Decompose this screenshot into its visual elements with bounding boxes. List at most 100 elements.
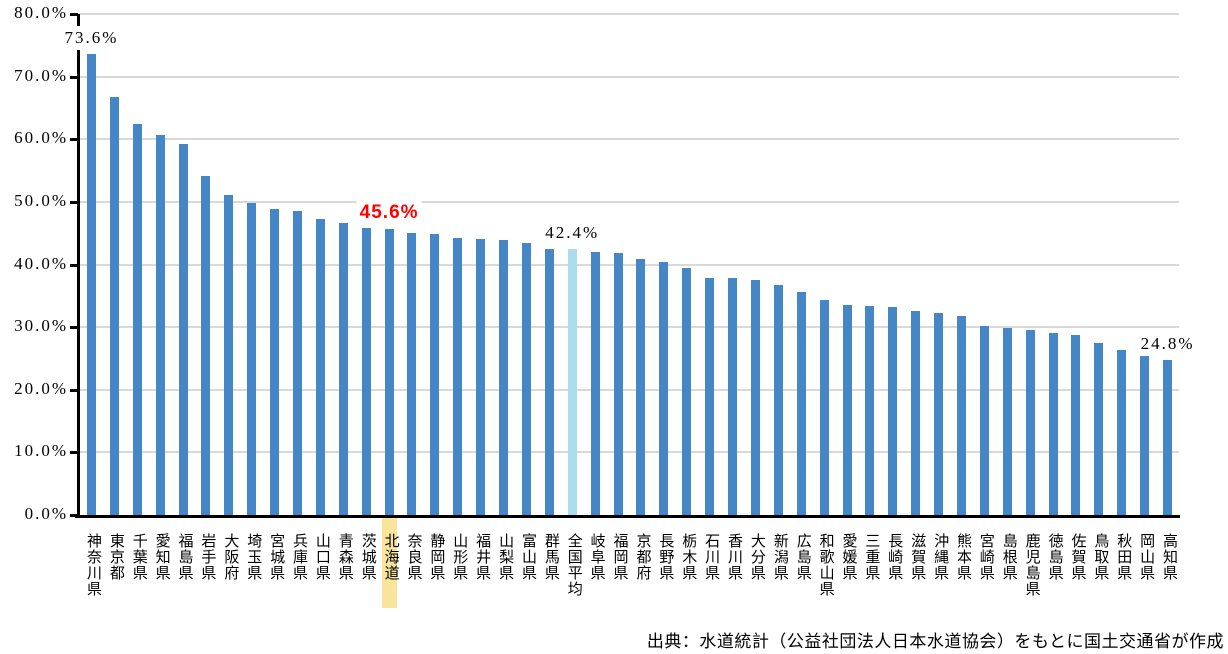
bar <box>979 325 989 516</box>
y-axis-tick <box>70 514 78 517</box>
bar <box>201 175 211 516</box>
bar <box>270 208 280 516</box>
bar <box>384 229 394 516</box>
y-tick-label: 50.0% <box>14 190 68 210</box>
category-label: 新潟県 <box>771 533 788 581</box>
category-label: 神奈川県 <box>84 533 101 597</box>
category-label: 静岡県 <box>428 533 445 581</box>
category-label: 岩手県 <box>199 533 216 581</box>
category-label: 石川県 <box>703 533 720 581</box>
category-label: 熊本県 <box>954 533 971 581</box>
bar <box>750 279 760 516</box>
category-label: 沖縄県 <box>932 533 949 581</box>
bar <box>636 258 646 516</box>
category-label: 愛媛県 <box>840 533 857 581</box>
category-label: 大阪府 <box>222 533 239 581</box>
bar <box>728 278 738 516</box>
y-axis-tick <box>70 75 78 79</box>
category-label: 山梨県 <box>497 533 514 581</box>
bar <box>1140 355 1150 516</box>
category-label: 広島県 <box>794 533 811 581</box>
y-axis-tick <box>70 13 78 16</box>
gridline <box>80 138 1179 141</box>
bar <box>659 261 669 516</box>
y-axis-tick <box>70 326 78 330</box>
category-label: 和歌山県 <box>817 533 834 597</box>
category-label: 三重県 <box>863 533 880 581</box>
category-label: 島根県 <box>1000 533 1017 581</box>
bar <box>315 218 325 516</box>
category-label: 山形県 <box>451 533 468 581</box>
bar <box>865 306 875 516</box>
bar <box>567 249 577 516</box>
category-label: 鳥取県 <box>1092 533 1109 581</box>
bar <box>1048 332 1058 516</box>
y-tick-label: 10.0% <box>14 441 68 461</box>
category-label: 北海道 <box>382 533 399 581</box>
y-tick-label: 30.0% <box>14 316 68 336</box>
category-label: 佐賀県 <box>1069 533 1086 581</box>
y-tick-label: 70.0% <box>14 65 68 85</box>
category-label: 福岡県 <box>611 533 628 581</box>
bar <box>1002 327 1012 516</box>
bar <box>934 312 944 516</box>
category-label: 徳島県 <box>1046 533 1063 581</box>
category-label: 福島県 <box>176 533 193 581</box>
category-label: 全国平均 <box>565 533 582 597</box>
category-label: 鹿児島県 <box>1023 533 1040 597</box>
bar <box>155 135 165 516</box>
gridline <box>80 263 1179 266</box>
y-tick-label: 60.0% <box>14 128 68 148</box>
category-label: 秋田県 <box>1115 533 1132 581</box>
bar <box>956 315 966 516</box>
y-axis-tick <box>70 388 78 392</box>
y-tick-label: 40.0% <box>14 253 68 273</box>
bar <box>499 240 509 516</box>
bar <box>888 307 898 516</box>
category-label: 岡山県 <box>1138 533 1155 581</box>
y-axis-tick <box>70 138 78 142</box>
bar <box>1071 335 1081 516</box>
highlight-band <box>381 517 397 608</box>
category-label: 長野県 <box>657 533 674 581</box>
gridline <box>80 75 1179 78</box>
category-label: 長崎県 <box>886 533 903 581</box>
value-label: 42.4% <box>542 221 603 246</box>
bar <box>178 143 188 516</box>
gridline <box>80 13 1179 15</box>
y-axis-tick <box>70 263 78 267</box>
category-label: 千葉県 <box>130 533 147 581</box>
source-note: 出典：水道統計（公益社団法人日本水道協会）をもとに国土交通省が作成 <box>646 632 1224 651</box>
gridline <box>80 451 1179 454</box>
x-axis-line <box>75 515 1180 518</box>
bar <box>361 227 371 516</box>
bar <box>1094 343 1104 516</box>
category-label: 宮城県 <box>268 533 285 581</box>
bar <box>773 284 783 516</box>
bar <box>86 54 96 516</box>
category-label: 群馬県 <box>542 533 559 581</box>
category-label: 奈良県 <box>405 533 422 581</box>
value-label: 45.6% <box>356 201 422 226</box>
category-label: 大分県 <box>748 533 765 581</box>
y-tick-label: 20.0% <box>14 378 68 398</box>
bar <box>682 267 692 516</box>
gridline <box>80 388 1179 391</box>
category-label: 香川県 <box>726 533 743 581</box>
bar <box>521 242 531 516</box>
bar <box>590 251 600 516</box>
category-label: 山口県 <box>313 533 330 581</box>
bar <box>613 252 623 516</box>
y-axis-tick <box>70 200 78 204</box>
bar <box>911 310 921 516</box>
category-label: 栃木県 <box>680 533 697 581</box>
category-label: 宮崎県 <box>977 533 994 581</box>
bar <box>1163 359 1173 516</box>
bar <box>430 233 440 516</box>
category-label: 福井県 <box>474 533 491 581</box>
category-label: 愛知県 <box>153 533 170 581</box>
category-label: 青森県 <box>336 533 353 581</box>
bar <box>544 248 554 516</box>
bar <box>224 194 234 516</box>
bar <box>842 305 852 516</box>
